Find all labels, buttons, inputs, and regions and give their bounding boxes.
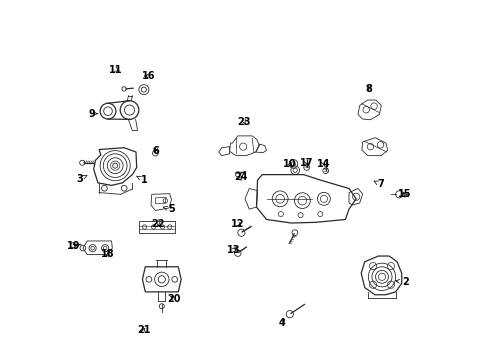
Text: 12: 12 xyxy=(231,219,245,229)
Text: 6: 6 xyxy=(152,145,159,156)
Text: 16: 16 xyxy=(142,71,156,81)
Text: 22: 22 xyxy=(151,219,165,229)
Text: 18: 18 xyxy=(101,248,115,258)
Text: 15: 15 xyxy=(398,189,411,199)
Text: 24: 24 xyxy=(235,172,248,182)
Text: 13: 13 xyxy=(227,245,240,255)
Bar xyxy=(139,221,175,233)
Text: 3: 3 xyxy=(76,174,87,184)
Text: 14: 14 xyxy=(317,159,331,169)
Text: 2: 2 xyxy=(395,277,409,287)
Text: 11: 11 xyxy=(109,64,122,75)
Text: 21: 21 xyxy=(137,325,150,335)
Text: 1: 1 xyxy=(137,175,147,185)
Text: 10: 10 xyxy=(283,159,296,169)
Text: 8: 8 xyxy=(365,84,372,94)
Text: 5: 5 xyxy=(163,204,175,215)
Text: 4: 4 xyxy=(278,318,285,328)
Text: 23: 23 xyxy=(238,117,251,127)
Text: 17: 17 xyxy=(300,158,314,168)
Text: 19: 19 xyxy=(67,241,80,251)
Text: 9: 9 xyxy=(88,109,98,119)
Text: 7: 7 xyxy=(374,179,384,189)
Text: 20: 20 xyxy=(167,294,181,304)
